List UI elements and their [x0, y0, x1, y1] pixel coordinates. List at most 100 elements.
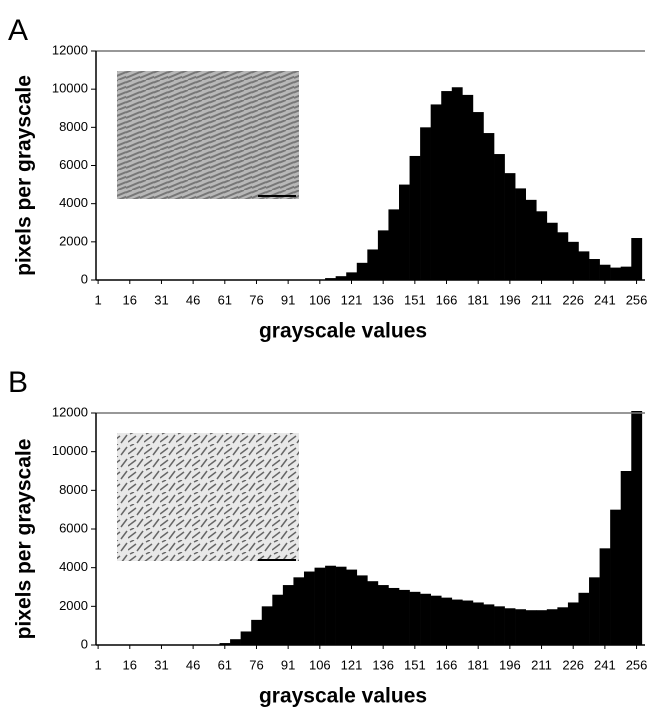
bar [536, 211, 548, 280]
bar [578, 592, 590, 645]
bar [420, 127, 431, 280]
x-tick-label: 241 [594, 657, 616, 672]
bar [494, 154, 505, 280]
x-tick-label: 256 [626, 292, 648, 307]
bar [219, 643, 231, 645]
bar [472, 602, 484, 645]
x-tick-label: 226 [562, 657, 584, 672]
y-tick-label: 2000 [59, 598, 88, 613]
x-axis-title: grayscale values [259, 320, 427, 343]
x-tick-label: 46 [186, 292, 200, 307]
x-tick-label: 181 [467, 657, 489, 672]
bar [230, 639, 241, 645]
x-tick-label: 256 [626, 657, 648, 672]
bar [335, 276, 347, 280]
bar [494, 606, 505, 645]
x-tick-label: 181 [467, 292, 489, 307]
inset-b [117, 433, 299, 561]
y-tick-label: 10000 [52, 443, 88, 458]
y-tick-label: 4000 [59, 559, 88, 574]
bar [251, 619, 263, 645]
bar [409, 591, 421, 645]
x-tick-label: 226 [562, 292, 584, 307]
bar [631, 411, 643, 645]
bar [346, 272, 358, 280]
x-tick-label: 61 [218, 292, 232, 307]
bar [472, 112, 484, 280]
bar [399, 184, 410, 280]
bar [462, 600, 474, 645]
bar [515, 609, 526, 645]
bar [335, 566, 347, 645]
y-tick-label: 8000 [59, 119, 88, 134]
y-tick-label: 6000 [59, 520, 88, 535]
x-tick-label: 106 [309, 292, 331, 307]
bar [346, 569, 358, 645]
bar [631, 238, 643, 280]
x-tick-label: 136 [372, 657, 394, 672]
bar [589, 259, 600, 280]
y-tick-label: 4000 [59, 195, 88, 210]
x-tick-label: 76 [249, 657, 263, 672]
x-tick-label: 121 [341, 657, 363, 672]
bar [567, 602, 579, 645]
y-tick-label: 12000 [52, 404, 88, 419]
bar [599, 264, 611, 280]
y-tick-label: 12000 [52, 42, 88, 57]
y-axis-title: pixels per grayscale [13, 439, 36, 640]
x-tick-label: 31 [154, 657, 168, 672]
x-tick-label: 1 [94, 657, 101, 672]
bar [610, 267, 622, 280]
x-tick-label: 211 [531, 292, 552, 307]
bar [314, 567, 326, 645]
x-tick-label: 16 [123, 657, 137, 672]
bar [377, 585, 389, 645]
bar [483, 604, 495, 645]
bar [451, 87, 463, 280]
bar [282, 585, 294, 645]
bar [462, 94, 474, 281]
panel-label: B [8, 366, 28, 399]
y-tick-label: 0 [81, 271, 88, 286]
bar [525, 199, 537, 280]
bar [483, 133, 495, 280]
bar [557, 232, 569, 280]
bar [441, 91, 453, 280]
x-tick-label: 151 [404, 292, 426, 307]
bar [388, 209, 400, 280]
bar [261, 606, 273, 645]
bar [567, 241, 579, 280]
bar [536, 610, 548, 645]
bar [325, 565, 336, 645]
bar [240, 631, 252, 645]
x-tick-label: 1 [94, 292, 101, 307]
x-tick-label: 61 [218, 657, 232, 672]
y-axis-title: pixels per grayscale [13, 75, 36, 276]
bar [546, 609, 558, 645]
bar [409, 155, 421, 280]
inset-a [117, 71, 299, 199]
y-tick-label: 8000 [59, 482, 88, 497]
bar [620, 266, 632, 280]
x-tick-label: 46 [186, 657, 200, 672]
bar [272, 594, 284, 645]
x-tick-label: 106 [309, 657, 331, 672]
bar [420, 593, 431, 645]
panel-label: A [8, 14, 28, 47]
bar [620, 471, 632, 645]
x-tick-label: 76 [249, 292, 263, 307]
bar [356, 575, 368, 645]
bar [451, 599, 463, 645]
x-tick-label: 91 [281, 292, 295, 307]
bar [504, 608, 516, 645]
x-tick-label: 196 [499, 657, 521, 672]
x-tick-label: 31 [154, 292, 168, 307]
bar [504, 173, 516, 280]
x-tick-label: 166 [436, 292, 458, 307]
x-tick-label: 211 [531, 657, 552, 672]
bar [599, 548, 611, 645]
x-axis-title: grayscale values [259, 685, 427, 708]
bar [399, 589, 410, 645]
bar [525, 610, 537, 645]
